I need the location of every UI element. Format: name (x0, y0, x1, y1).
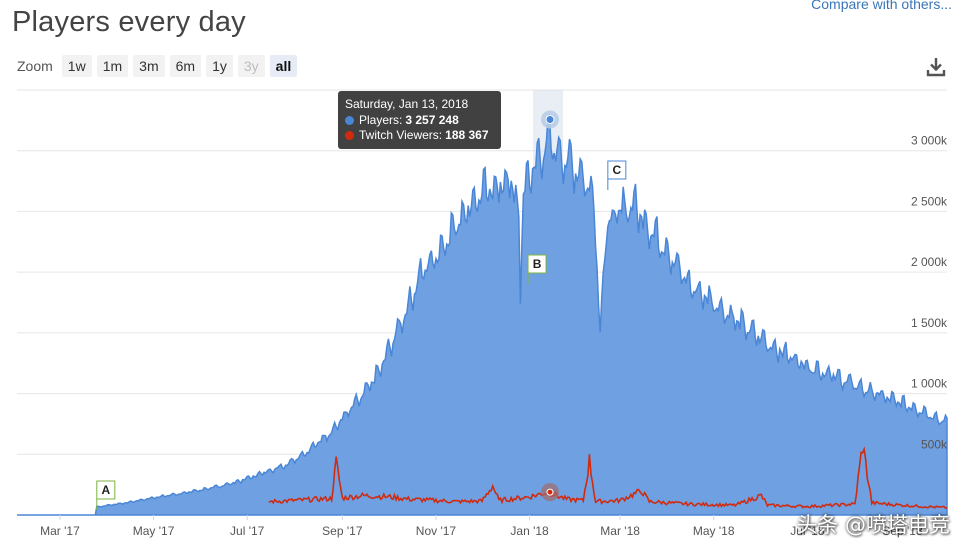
tooltip-twitch-label: Twitch Viewers: (359, 128, 443, 142)
tooltip-date: Saturday, Jan 13, 2018 (345, 97, 469, 111)
x-tick-label: May '18 (693, 524, 735, 538)
y-tick-label: 1 500k (911, 316, 948, 330)
y-tick-label: 2 000k (911, 255, 948, 269)
tooltip-players-label: Players: (359, 112, 403, 127)
x-tick-label: Sep '17 (322, 524, 363, 538)
twitch-dot-icon (345, 131, 354, 141)
y-tick-label: 500k (921, 437, 948, 451)
tooltip-players-row: Players: 3 257 248 (345, 113, 494, 129)
zoom-6m-button[interactable]: 6m (169, 55, 202, 77)
flag-box (607, 160, 627, 180)
y-tick-label: 3 000k (911, 134, 948, 148)
flags: A B C (96, 160, 627, 510)
plot-area (17, 90, 948, 516)
download-icon[interactable] (926, 56, 946, 78)
x-tick-label: Jul '18 (790, 524, 825, 538)
tooltip-twitch-row: Twitch Viewers: 188 367 (345, 128, 494, 144)
watermark: 头条 @喷塔电竞 (796, 513, 950, 537)
tooltip-twitch-value: 188 367 (445, 128, 489, 142)
players-area (17, 113, 948, 516)
zoom-3y-button: 3y (237, 55, 265, 77)
zoom-1w-button[interactable]: 1w (61, 55, 92, 77)
flag-box (527, 254, 547, 274)
zoom-3m-button[interactable]: 3m (133, 55, 165, 77)
x-tick-label: Nov '17 (416, 524, 457, 538)
flag-box (96, 480, 116, 500)
tooltip-players-value: 3 257 248 (405, 112, 459, 127)
y-tick-label: 2 500k (911, 194, 948, 208)
x-tick-label: May '17 (133, 524, 175, 538)
x-tick-label: Sep '18 (882, 524, 923, 538)
chart-tooltip: Saturday, Jan 13, 2018 Players: 3 257 24… (338, 91, 501, 149)
page-title: Players every day (12, 6, 246, 38)
x-tick-label: Jan '18 (510, 524, 549, 538)
players-hover-point (545, 114, 555, 124)
twitch-hover-point (546, 488, 554, 496)
y-axis-ticks: 500k 1 000k 1 500k 2 000k 2 500k 3 000k (911, 134, 948, 452)
flag-label-a: A (101, 483, 110, 497)
compare-with-others-link[interactable]: Compare with others... (811, 0, 952, 12)
zoom-bar: Zoom 1w 1m 3m 6m 1y 3y all (17, 55, 298, 77)
x-axis-ticks: Mar '17 May '17 Jul '17 Sep '17 Nov '17 Jan '… (40, 515, 923, 538)
x-tick-label: Mar '17 (40, 524, 80, 538)
zoom-all-button[interactable]: all (269, 55, 298, 77)
zoom-label: Zoom (17, 58, 53, 74)
zoom-1y-button[interactable]: 1y (206, 55, 233, 77)
x-tick-label: Jul '17 (230, 524, 265, 538)
zoom-1m-button[interactable]: 1m (96, 55, 129, 77)
players-dot-icon (345, 115, 354, 125)
flag-label-b: B (533, 257, 542, 271)
x-tick-label: Mar '18 (600, 524, 640, 538)
y-tick-label: 1 000k (911, 377, 948, 391)
flag-label-c: C (613, 163, 622, 177)
twitch-viewers-line (268, 446, 948, 510)
